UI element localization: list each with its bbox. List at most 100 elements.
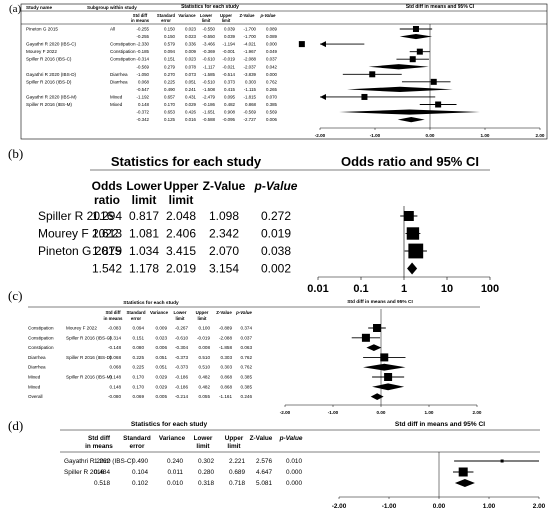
panel-a-stat-value: -0.569 bbox=[244, 110, 257, 115]
panel-c-stat-value: 0.094 bbox=[133, 326, 145, 331]
panel-a-stat-value: 0.089 bbox=[266, 34, 278, 39]
panel-c-statistics-title: Statistics for each study bbox=[123, 300, 179, 306]
panel-b-col-header: Upper bbox=[164, 179, 199, 193]
panel-b-col-header: Lower bbox=[126, 179, 162, 193]
panel-c-forest-title: Std diff in means and 95% CI bbox=[347, 299, 413, 305]
panel-a-stat-value: -1.651 bbox=[203, 110, 216, 115]
panel-c-stat-value: 0.148 bbox=[110, 384, 122, 389]
panel-a-stat-value: -0.547 bbox=[137, 87, 150, 92]
panel-c-tick-label: 0.00 bbox=[377, 410, 386, 415]
panel-b-tick-label: 1 bbox=[401, 283, 407, 295]
panel-a-stat-value: 0.373 bbox=[224, 79, 236, 84]
panel-c-stat-value: 0.023 bbox=[156, 335, 168, 340]
panel-c-stat-value: 0.100 bbox=[199, 326, 211, 331]
panel-a-summary-diamond bbox=[397, 117, 425, 123]
panel-c-stat-value: 0.037 bbox=[241, 335, 253, 340]
panel-a-stat-value: -2.330 bbox=[137, 42, 150, 47]
panel-c-stat-value: -0.083 bbox=[108, 326, 121, 331]
panel-c-stat-value: 0.374 bbox=[241, 326, 253, 331]
panel-a-stat-value: 0.170 bbox=[164, 102, 176, 107]
panel-a-stat-value: -0.514 bbox=[223, 72, 236, 77]
panel-b-study-name: Pineton G 2015 bbox=[38, 244, 122, 258]
panel-b-estimate-square bbox=[408, 243, 424, 259]
panel-a-stat-value: -1.050 bbox=[137, 72, 150, 77]
panel-a-stat-value: 0.270 bbox=[164, 72, 176, 77]
panel-c-col-header: error bbox=[131, 316, 142, 321]
panel-d-col-header: error bbox=[130, 443, 145, 450]
panel-a-ci-line-arrow bbox=[320, 41, 326, 48]
panel-a-stat-value: -2.037 bbox=[244, 64, 257, 69]
panel-d-summary-diamond bbox=[454, 479, 475, 487]
panel-a-stat-value: 0.415 bbox=[224, 87, 236, 92]
panel-a-col-header: limit bbox=[222, 18, 231, 23]
panel-a-study-name-header: Study name bbox=[26, 5, 52, 10]
panel-c-stat-value: 0.148 bbox=[110, 375, 122, 380]
panel-a-study-name: Spiller R 2016 (IBS-C) bbox=[26, 57, 72, 62]
panel-c-stat-value: 0.170 bbox=[133, 384, 145, 389]
panel-b-stat-value: 0.002 bbox=[261, 262, 291, 276]
panel-b-stat-value: 0.272 bbox=[261, 209, 291, 223]
panel-c-estimate-square bbox=[361, 333, 370, 342]
panel-a-stat-value: 0.094 bbox=[164, 49, 176, 54]
panel-a-stat-value: -1.194 bbox=[223, 42, 236, 47]
panel-c-stat-value: 0.868 bbox=[221, 384, 233, 389]
panel-b-col-header: limit bbox=[132, 193, 157, 207]
panel-c-stat-value: 0.069 bbox=[133, 394, 145, 399]
panel-c-stat-value: 0.225 bbox=[133, 355, 145, 360]
panel-a-stat-value: 0.482 bbox=[224, 102, 236, 107]
panel-a-stat-value: 0.089 bbox=[266, 27, 278, 32]
panel-c-stat-value: 0.151 bbox=[133, 335, 145, 340]
panel-d-stat-value: 0.011 bbox=[167, 469, 183, 476]
panel-a-study-name: Pineton G 2015 bbox=[26, 27, 58, 32]
panel-d-col-header: limit bbox=[227, 443, 241, 450]
panel-c-tick-label: -2.00 bbox=[280, 410, 291, 415]
panel-b-stat-value: 2.019 bbox=[166, 262, 196, 276]
panel-c-stat-value: 0.246 bbox=[241, 394, 253, 399]
panel-d-tick-label: 0.00 bbox=[433, 503, 446, 510]
panel-a-summary-diamond bbox=[368, 64, 429, 70]
panel-a-stat-value: -1.585 bbox=[203, 72, 216, 77]
panel-c-tick-label: 2.00 bbox=[473, 410, 482, 415]
panel-b-stat-value: 1.542 bbox=[92, 262, 122, 276]
panel-b-stat-value: 2.048 bbox=[166, 209, 196, 223]
panel-b-stat-value: 3.415 bbox=[166, 244, 196, 258]
panel-d-col-header: Std diff bbox=[88, 435, 111, 442]
panel-c-col-header: Std diff bbox=[105, 310, 121, 315]
panel-c-col-header: limit bbox=[175, 316, 185, 321]
panel-c-stat-value: 0.225 bbox=[133, 365, 145, 370]
panel-a-col-header: Std diff bbox=[133, 13, 148, 18]
panel-b-stat-value: 1.081 bbox=[129, 227, 159, 241]
panel-c-stat-value: 0.762 bbox=[241, 355, 253, 360]
panel-d-label: (d) bbox=[8, 418, 23, 433]
panel-c-stat-value: -0.080 bbox=[108, 394, 121, 399]
panel-c-group-name: Constipation bbox=[28, 335, 54, 340]
panel-d-stat-value: 0.104 bbox=[132, 469, 148, 476]
panel-a-stat-value: 0.241 bbox=[185, 87, 197, 92]
panel-c-summary-diamond bbox=[366, 344, 382, 351]
panel-c-col-header: limit bbox=[197, 316, 207, 321]
panel-a-stat-value: 0.150 bbox=[164, 34, 176, 39]
panel-b-study-name: Mourey F 2022 bbox=[38, 227, 119, 241]
panel-a-stat-value: 0.579 bbox=[164, 42, 176, 47]
panel-d-estimate-square bbox=[500, 459, 504, 463]
panel-c-stat-value: 0.170 bbox=[133, 375, 145, 380]
panel-c-stat-value: -1.161 bbox=[219, 394, 232, 399]
panel-a-stat-value: 0.426 bbox=[185, 110, 197, 115]
panel-a-stat-value: -0.255 bbox=[137, 27, 150, 32]
panel-d-stat-value: 0.718 bbox=[229, 480, 245, 487]
panel-d-stat-value: 0.010 bbox=[167, 480, 183, 487]
panel-d-study-name: Spiller R 2016 bbox=[64, 469, 105, 476]
panel-a-tick-label: -2.00 bbox=[315, 133, 326, 138]
panel-a-stat-value: 0.653 bbox=[164, 110, 176, 115]
panel-b-study-name: Spiller R 2016 bbox=[38, 209, 114, 223]
panel-a-tick-label: 2.00 bbox=[536, 133, 545, 138]
panel-c-stat-value: 0.006 bbox=[156, 345, 168, 350]
panel-a-col-header: in means bbox=[131, 18, 150, 23]
panel-a-stat-value: -0.001 bbox=[223, 49, 236, 54]
panel-c-stat-value: -0.019 bbox=[197, 335, 210, 340]
panel-a-stat-value: -0.314 bbox=[137, 57, 150, 62]
panel-d-stat-value: 0.484 bbox=[94, 469, 110, 476]
panel-d-stat-value: 0.280 bbox=[198, 469, 214, 476]
panel-a-col-header: Z-Value bbox=[240, 13, 256, 18]
panel-b-col-header: limit bbox=[169, 193, 194, 207]
